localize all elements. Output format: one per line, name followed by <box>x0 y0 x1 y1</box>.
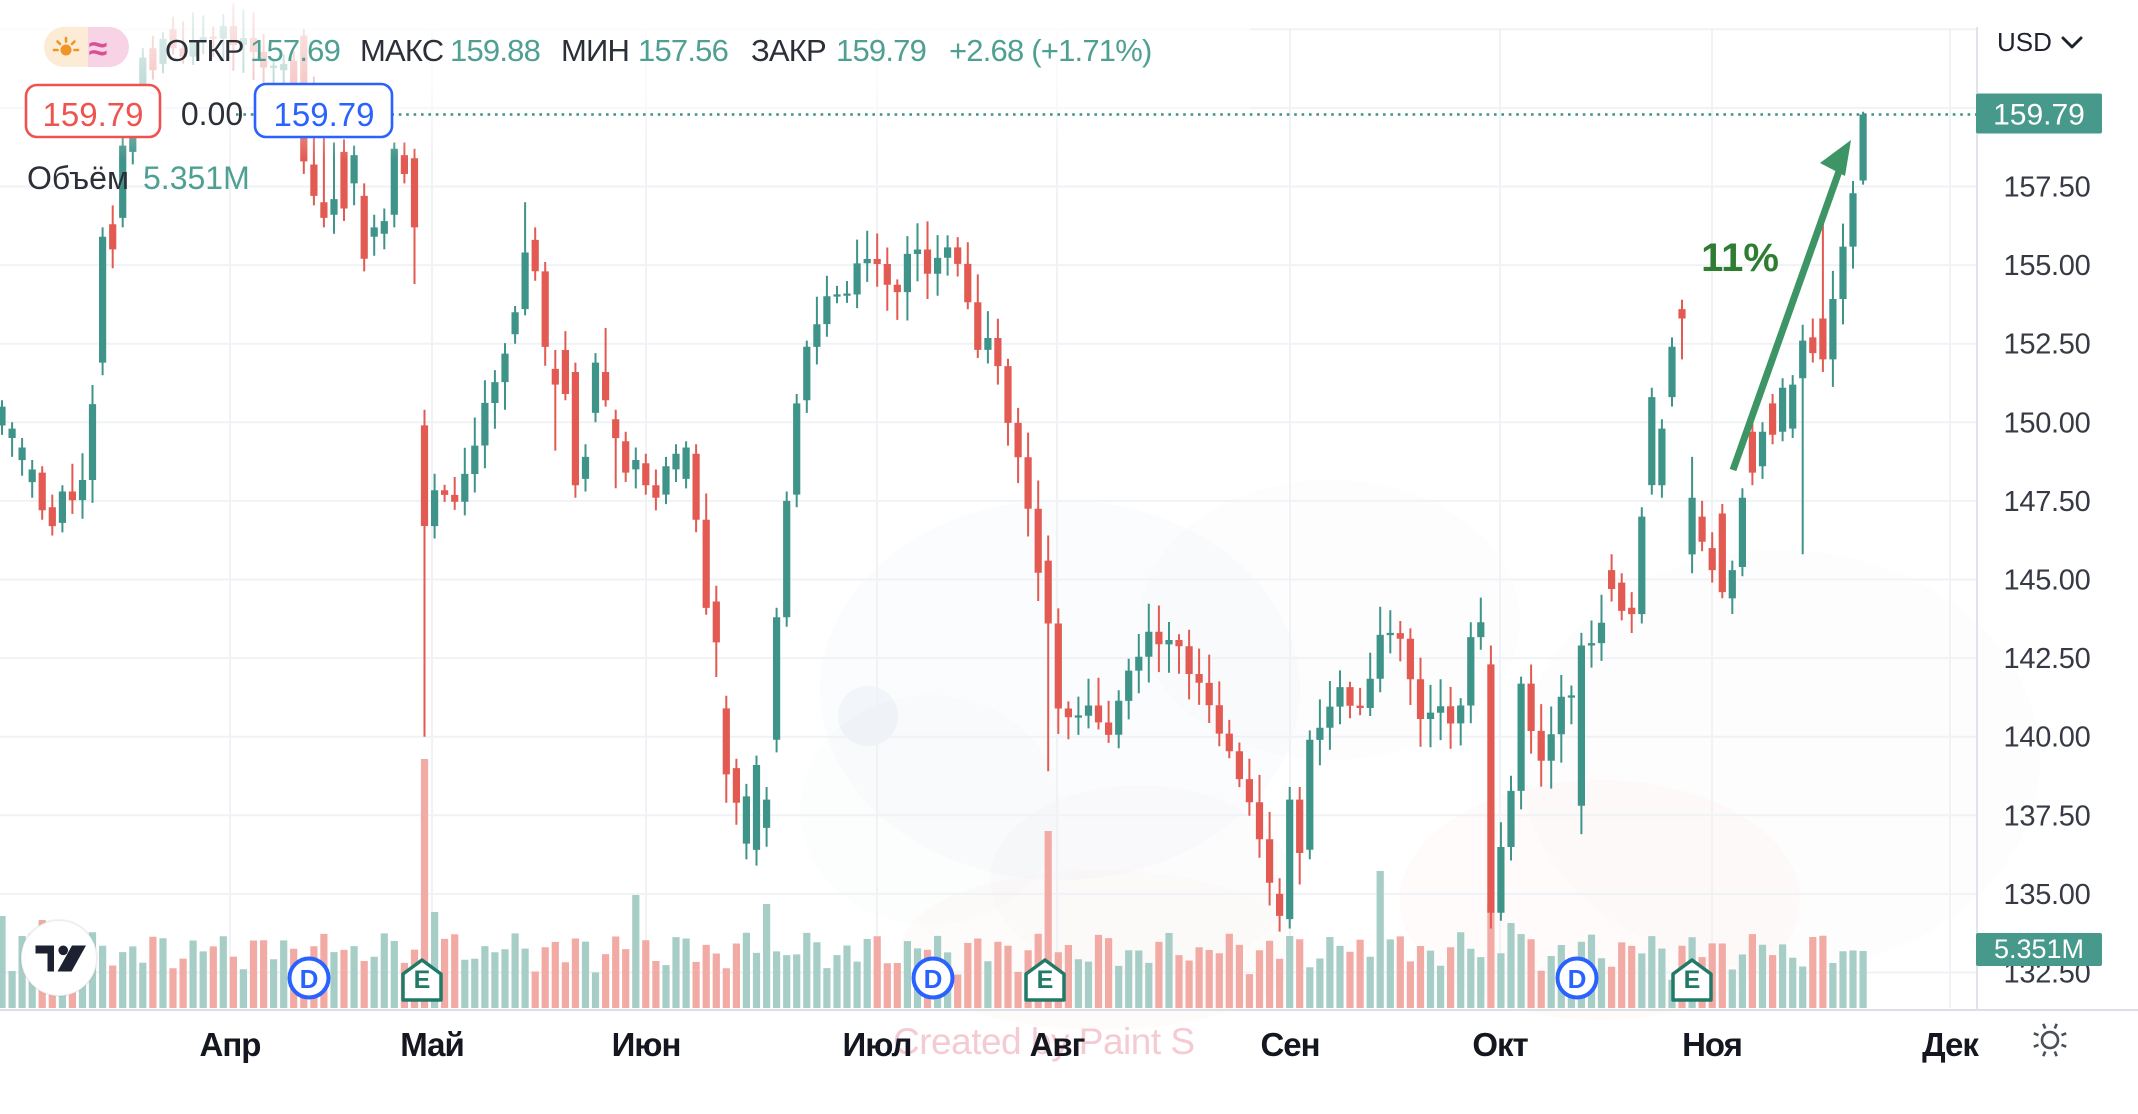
svg-text:ЗАКР: ЗАКР <box>751 33 826 68</box>
svg-text:D: D <box>924 964 943 994</box>
svg-text:140.00: 140.00 <box>2004 722 2091 754</box>
svg-text:D: D <box>300 964 319 994</box>
svg-text:Май: Май <box>400 1026 464 1063</box>
svg-text:МАКС: МАКС <box>360 33 444 68</box>
svg-text:142.50: 142.50 <box>2004 643 2091 675</box>
svg-text:135.00: 135.00 <box>2004 879 2091 911</box>
svg-text:Июл: Июл <box>842 1026 911 1063</box>
svg-text:Created by Paint S: Created by Paint S <box>893 1021 1195 1062</box>
svg-text:150.00: 150.00 <box>2004 407 2091 439</box>
svg-text:Сен: Сен <box>1260 1026 1319 1063</box>
svg-text:Объём: Объём <box>27 160 129 196</box>
svg-text:5.351M: 5.351M <box>143 160 250 196</box>
svg-text:МИН: МИН <box>561 33 629 68</box>
svg-text:Апр: Апр <box>200 1026 261 1063</box>
svg-text:157.56: 157.56 <box>638 33 728 68</box>
svg-text:Дек: Дек <box>1922 1026 1979 1063</box>
svg-text:ОТКР: ОТКР <box>165 33 244 68</box>
svg-text:152.50: 152.50 <box>2004 329 2091 361</box>
svg-text:157.50: 157.50 <box>2004 172 2091 204</box>
svg-text:159.79: 159.79 <box>1993 99 2085 132</box>
svg-text:5.351M: 5.351M <box>1994 934 2084 964</box>
svg-text:157.69: 157.69 <box>250 33 340 68</box>
svg-text:0.00: 0.00 <box>181 96 243 132</box>
svg-text:D: D <box>1568 964 1587 994</box>
svg-text:145.00: 145.00 <box>2004 565 2091 597</box>
svg-text:11%: 11% <box>1701 236 1779 280</box>
svg-text:159.88: 159.88 <box>450 33 540 68</box>
svg-text:159.79: 159.79 <box>836 33 926 68</box>
svg-text:E: E <box>1684 966 1701 994</box>
svg-text:159.79: 159.79 <box>274 96 375 133</box>
svg-text:Июн: Июн <box>612 1026 681 1063</box>
svg-text:≈: ≈ <box>89 30 108 68</box>
svg-text:Окт: Окт <box>1472 1026 1528 1063</box>
svg-text:E: E <box>1037 966 1054 994</box>
svg-text:159.79: 159.79 <box>43 96 144 133</box>
svg-text:155.00: 155.00 <box>2004 250 2091 282</box>
svg-text:147.50: 147.50 <box>2004 486 2091 518</box>
svg-text:E: E <box>414 966 431 994</box>
svg-text:Авг: Авг <box>1030 1026 1085 1063</box>
svg-text:Ноя: Ноя <box>1682 1026 1742 1063</box>
svg-text:137.50: 137.50 <box>2004 800 2091 832</box>
svg-text:+2.68 (+1.71%): +2.68 (+1.71%) <box>949 33 1152 68</box>
svg-text:USD: USD <box>1997 27 2052 57</box>
